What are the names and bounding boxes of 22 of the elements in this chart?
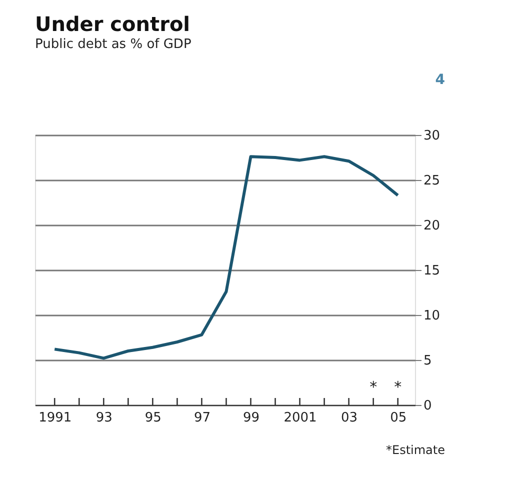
chart-title: Under control bbox=[35, 12, 190, 36]
x-tick-label: 03 bbox=[341, 410, 358, 426]
x-tick-label: 95 bbox=[144, 410, 162, 426]
y-tick-label: 5 bbox=[424, 354, 432, 368]
chart-subtitle: Public debt as % of GDP bbox=[35, 37, 192, 52]
y-tick-label: 15 bbox=[424, 264, 440, 278]
line-series bbox=[53, 155, 400, 360]
y-tick-label: 0 bbox=[424, 398, 432, 414]
text: *Estimate bbox=[386, 443, 445, 457]
x-tick-label: 99 bbox=[242, 410, 260, 426]
y-tick-label: 10 bbox=[424, 308, 440, 324]
x-tick-label: 93 bbox=[96, 410, 112, 426]
y-tick-label: 20 bbox=[424, 218, 440, 234]
x-tick-label: 97 bbox=[194, 410, 210, 426]
x-tick-label: 1991 bbox=[38, 410, 72, 426]
annotation: * bbox=[394, 378, 402, 396]
y-tick-label: 25 bbox=[424, 174, 440, 188]
annotation: * bbox=[370, 378, 378, 396]
x-tick-label: 2001 bbox=[284, 410, 317, 426]
y-tick-label: 30 bbox=[424, 128, 440, 144]
text: 4 bbox=[435, 72, 446, 88]
x-tick-label: 05 bbox=[390, 410, 407, 426]
